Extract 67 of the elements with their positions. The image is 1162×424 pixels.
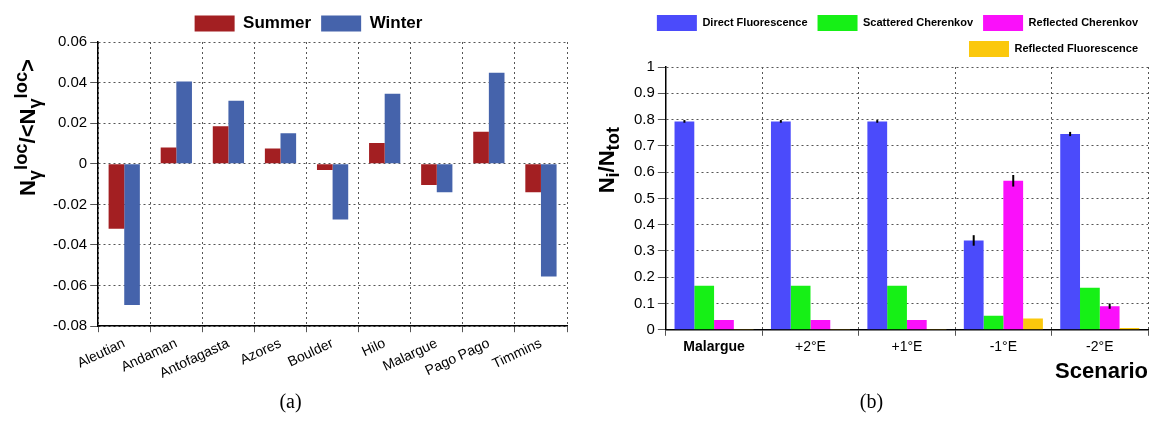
bar — [160, 147, 177, 164]
y-tick-label: 0.9 — [633, 83, 655, 101]
y-tick-label: -0.02 — [52, 194, 88, 212]
bar — [714, 320, 734, 330]
y-tick-label: 0.04 — [57, 72, 88, 90]
bar — [316, 164, 333, 170]
bar — [280, 133, 297, 164]
legend-label: Reflected Fluorescence — [1014, 42, 1139, 55]
bar — [473, 131, 489, 164]
bar — [1023, 318, 1043, 330]
bar — [421, 164, 437, 186]
bar — [108, 164, 125, 229]
bar — [906, 320, 927, 330]
y-tick-label: 0.8 — [633, 109, 655, 127]
bar — [436, 164, 453, 193]
y-tick-label: 0.4 — [633, 214, 655, 232]
bar — [810, 320, 831, 330]
bar — [488, 72, 505, 164]
bar — [176, 81, 192, 164]
bar — [1003, 180, 1024, 330]
y-tick-label: 0 — [78, 153, 88, 171]
x-tick-label: +1°E — [891, 338, 923, 355]
x-tick-label: Malargue — [683, 338, 746, 355]
bar — [790, 285, 811, 330]
y-tick-label: -0.06 — [52, 275, 88, 293]
bar — [1060, 134, 1081, 330]
bar — [540, 164, 557, 277]
legend-label: Winter — [369, 13, 423, 33]
bar — [963, 240, 984, 330]
bar — [1099, 306, 1120, 330]
y-tick-label: 0.06 — [57, 32, 88, 50]
bar — [867, 121, 888, 330]
bar — [332, 164, 349, 220]
x-tick-label: +2°E — [795, 338, 826, 355]
y-tick-label: 1 — [646, 57, 655, 75]
y-tick-label: 0.5 — [633, 188, 655, 206]
y-tick-label: -0.08 — [52, 316, 88, 334]
y-tick-label: 0.6 — [633, 162, 655, 180]
bar — [770, 121, 791, 330]
bar — [212, 126, 229, 164]
y-tick-label: 0.7 — [633, 135, 655, 153]
text: (b) — [858, 390, 885, 413]
y-tick-label: 0.2 — [633, 267, 655, 285]
bar — [694, 285, 715, 330]
y-tick-label: 0.02 — [57, 113, 88, 131]
bar — [384, 93, 401, 164]
bar — [674, 121, 695, 330]
x-tick-label: -2°E — [1086, 338, 1114, 355]
bar — [264, 148, 281, 164]
x-tick-label: -1°E — [989, 338, 1018, 355]
legend-label: Reflected Cherenkov — [1028, 16, 1139, 29]
y-tick-label: -0.04 — [52, 235, 88, 253]
bar — [1080, 287, 1100, 330]
legend-label: Scattered Cherenkov — [863, 16, 974, 29]
legend-label: Direct Fluorescence — [702, 16, 808, 29]
y-tick-label: 0.1 — [633, 293, 655, 311]
bar — [124, 164, 140, 305]
bar — [983, 315, 1004, 330]
y-tick-label: 0 — [646, 319, 655, 337]
y-tick-label: 0.3 — [633, 241, 655, 259]
x-axis-title: Scenario — [1055, 357, 1148, 383]
bar — [887, 285, 907, 330]
bar — [228, 100, 245, 164]
bar — [525, 164, 541, 193]
bar — [369, 142, 385, 164]
text: (a) — [278, 390, 303, 413]
legend-label: Summer — [243, 13, 312, 33]
